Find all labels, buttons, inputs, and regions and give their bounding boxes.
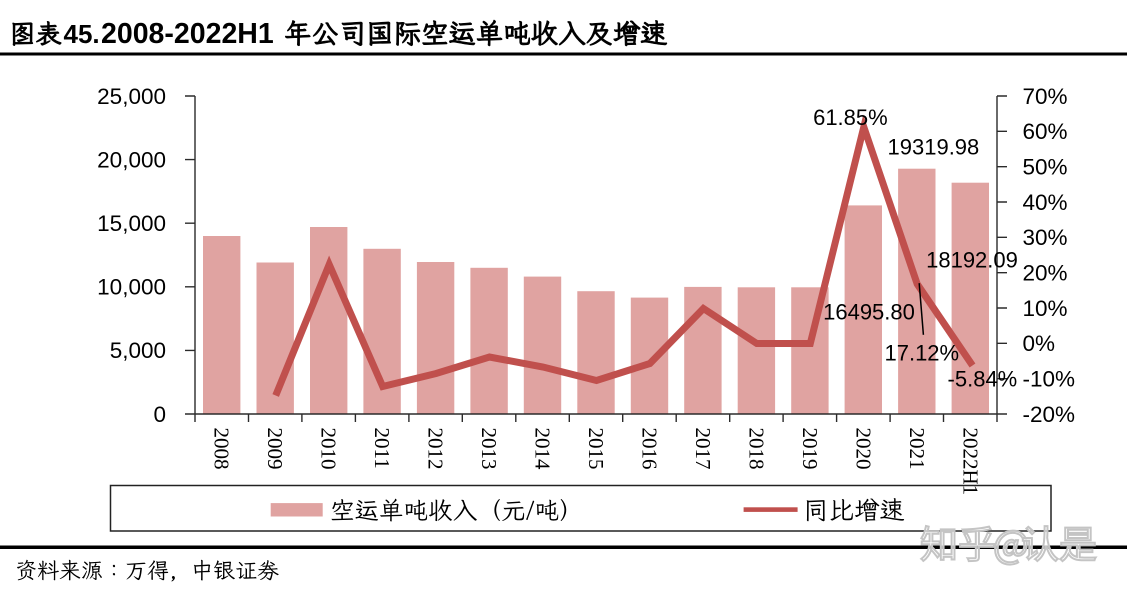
svg-text:10,000: 10,000 bbox=[97, 275, 166, 300]
svg-text:70%: 70% bbox=[1023, 84, 1068, 109]
svg-text:2021: 2021 bbox=[905, 428, 929, 470]
svg-text:19319.98: 19319.98 bbox=[888, 134, 980, 159]
svg-text:30%: 30% bbox=[1023, 225, 1068, 250]
svg-text:45.: 45. bbox=[64, 19, 100, 49]
svg-text:18192.09: 18192.09 bbox=[926, 248, 1018, 273]
svg-text:25,000: 25,000 bbox=[97, 84, 166, 109]
svg-text:17.12%: 17.12% bbox=[884, 341, 959, 366]
svg-text:0: 0 bbox=[153, 402, 166, 427]
svg-text:0%: 0% bbox=[1023, 331, 1056, 356]
svg-text:2017: 2017 bbox=[691, 428, 715, 470]
svg-text:20,000: 20,000 bbox=[97, 147, 166, 172]
svg-text:2018: 2018 bbox=[744, 428, 768, 470]
svg-text:5,000: 5,000 bbox=[110, 338, 166, 363]
svg-text:20%: 20% bbox=[1023, 261, 1068, 286]
svg-text:10%: 10% bbox=[1023, 296, 1068, 321]
svg-text:50%: 50% bbox=[1023, 155, 1068, 180]
svg-text:60%: 60% bbox=[1023, 119, 1068, 144]
svg-text:2019: 2019 bbox=[798, 428, 822, 470]
svg-text:2022H1: 2022H1 bbox=[958, 428, 982, 496]
svg-text:2008-2022H1: 2008-2022H1 bbox=[101, 18, 274, 50]
svg-text:2011: 2011 bbox=[370, 428, 394, 469]
svg-text:2020: 2020 bbox=[851, 428, 875, 470]
svg-text:-5.84%: -5.84% bbox=[948, 366, 1018, 391]
svg-text:16495.80: 16495.80 bbox=[823, 299, 915, 324]
svg-text:2014: 2014 bbox=[531, 428, 555, 471]
svg-text:61.85%: 61.85% bbox=[813, 105, 888, 130]
svg-text:2015: 2015 bbox=[584, 428, 608, 470]
svg-text:2009: 2009 bbox=[263, 428, 287, 470]
svg-text:40%: 40% bbox=[1023, 190, 1068, 215]
svg-text:2013: 2013 bbox=[477, 428, 501, 470]
svg-text:2016: 2016 bbox=[638, 428, 662, 470]
svg-text:2010: 2010 bbox=[317, 428, 341, 470]
svg-text:2008: 2008 bbox=[210, 428, 234, 470]
svg-text:15,000: 15,000 bbox=[97, 211, 166, 236]
svg-text:-10%: -10% bbox=[1023, 367, 1076, 392]
svg-text:-20%: -20% bbox=[1023, 402, 1076, 427]
svg-text:2012: 2012 bbox=[424, 428, 448, 470]
